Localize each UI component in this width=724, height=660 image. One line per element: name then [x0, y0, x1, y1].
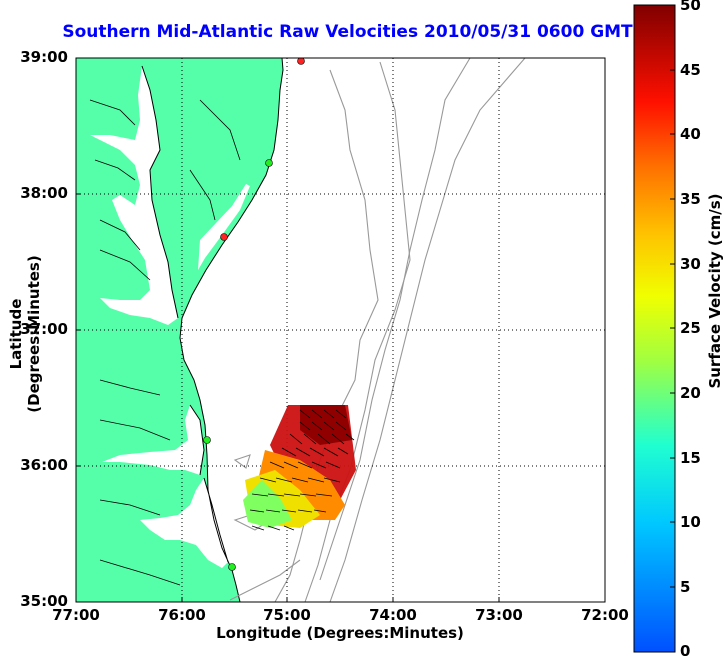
velocity-field: [243, 405, 356, 531]
colorbar-tick-label: 20: [680, 384, 701, 402]
station-marker-active: [203, 436, 211, 444]
colorbar-tick-label: 45: [680, 61, 701, 79]
delmarva-lagoon: [198, 184, 250, 270]
colorbar-tick-label: 0: [680, 642, 691, 660]
x-tick-label: 74:00: [369, 606, 417, 624]
y-tick-label: 38:00: [20, 184, 68, 202]
land-mass: [76, 58, 283, 602]
x-tick-label: 75:00: [263, 606, 311, 624]
colorbar-tick-label: 25: [680, 319, 701, 337]
colorbar-tick-label: 40: [680, 125, 701, 143]
coastline: [141, 58, 284, 602]
colorbar-tick-label: 15: [680, 449, 701, 467]
map-title: Southern Mid-Atlantic Raw Velocities 201…: [62, 22, 633, 42]
colorbar: [633, 4, 676, 653]
y-tick-label: 35:00: [20, 592, 68, 610]
y-tick-label: 36:00: [20, 456, 68, 474]
x-tick-label: 72:00: [581, 606, 629, 624]
pamlico-sound-south: [140, 478, 228, 568]
chesapeake-bay: [90, 66, 178, 325]
grid: [76, 58, 605, 602]
x-axis-label: Longitude (Degrees:Minutes): [216, 624, 464, 642]
velocity-patch-darkred: [300, 405, 352, 445]
y-tick-label: 39:00: [20, 48, 68, 66]
colorbar-tick-label: 50: [680, 0, 701, 14]
station-marker-active: [265, 159, 273, 167]
station-marker-inactive: [220, 233, 228, 241]
x-tick-label: 73:00: [475, 606, 523, 624]
station-marker-inactive: [297, 58, 305, 65]
station-marker-active: [228, 563, 236, 571]
tick-marks: [76, 193, 500, 602]
x-tick-label: 77:00: [52, 606, 100, 624]
colorbar-tick-label: 10: [680, 513, 701, 531]
colorbar-tick-label: 30: [680, 255, 701, 273]
colorbar-tick-label: 5: [680, 578, 691, 596]
velocity-patch-green: [243, 480, 292, 528]
velocity-vectors: [249, 409, 355, 531]
colorbar-ticks: [670, 69, 675, 588]
pamlico-sound: [102, 405, 204, 475]
colorbar-tick-label: 35: [680, 190, 701, 208]
x-tick-label: 76:00: [158, 606, 206, 624]
bathymetry-contours: [229, 58, 526, 602]
y-tick-label: 37:00: [20, 320, 68, 338]
